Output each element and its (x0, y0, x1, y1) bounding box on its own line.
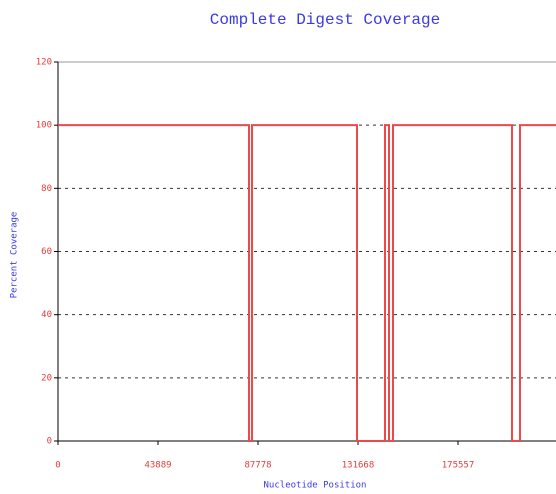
x-tick-label: 131668 (342, 461, 375, 471)
y-tick-label: 20 (41, 373, 52, 383)
x-tick-label: 0 (55, 461, 60, 471)
chart-title: Complete Digest Coverage (210, 11, 440, 29)
coverage-line (58, 124, 556, 442)
x-tick-label: 175557 (442, 461, 475, 471)
y-tick-label: 40 (41, 310, 52, 320)
y-tick-label: 80 (41, 184, 52, 194)
x-axis-label: Nucleotide Position (264, 481, 367, 491)
y-tick-label: 100 (36, 121, 52, 131)
y-tick-label: 0 (47, 437, 52, 447)
y-tick-label: 120 (36, 58, 52, 68)
y-axis-label: Percent Coverage (10, 212, 20, 299)
x-tick-label: 87778 (244, 461, 271, 471)
y-tick-label: 60 (41, 247, 52, 257)
x-tick-label: 43889 (144, 461, 171, 471)
